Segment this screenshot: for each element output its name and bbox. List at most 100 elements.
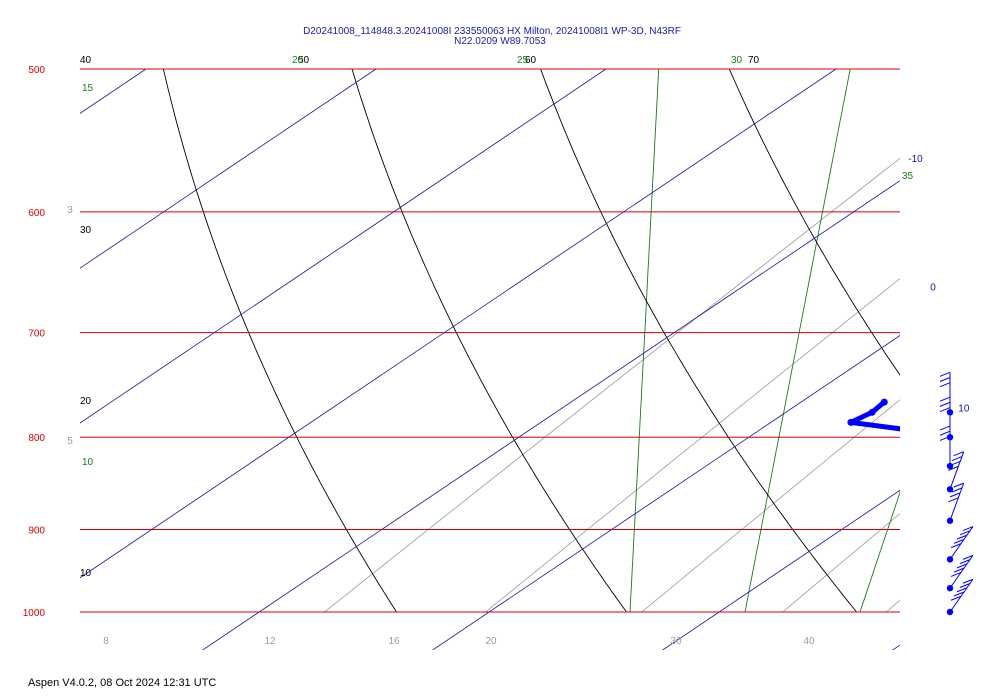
moist-adiabat-10 bbox=[629, 69, 660, 613]
footer-version: Aspen V4.0.2, 08 Oct 2024 12:31 UTC bbox=[28, 677, 217, 689]
moist-adiabat-15 bbox=[744, 69, 851, 613]
wind-barb-flag-2-0 bbox=[939, 425, 951, 431]
mixing-ratio-label-1: 5 bbox=[67, 436, 73, 447]
wind-barb-flag-3-1 bbox=[951, 456, 963, 462]
wind-barb-flag-7-2 bbox=[956, 587, 968, 593]
mixing-ratio-label-2: 8 bbox=[103, 636, 109, 647]
wind-barb-flag-2-1 bbox=[939, 430, 951, 436]
mixing-ratio-label-4: 16 bbox=[388, 636, 400, 647]
isotherm-10 bbox=[661, 489, 900, 650]
wind-barb-flag-7-1 bbox=[959, 583, 971, 588]
wind-barb-flag-5-0 bbox=[962, 526, 974, 532]
dry-adiabat-label-6: 10 bbox=[80, 568, 92, 579]
wind-barb-flag-3-3 bbox=[948, 465, 959, 471]
isotherms bbox=[80, 69, 900, 650]
moist-adiabat-20 bbox=[859, 491, 900, 613]
isotherm--40 bbox=[80, 69, 377, 269]
wind-barb-flag-5-4 bbox=[950, 543, 962, 549]
isotherm--20 bbox=[80, 69, 837, 579]
isobar-label-800: 800 bbox=[28, 433, 45, 444]
wind-barb-flag-4-2 bbox=[949, 492, 961, 498]
moist-adiabat-label-2: 25 bbox=[517, 55, 529, 66]
wind-barb-shaft-5 bbox=[949, 526, 974, 560]
wind-barb-flag-6-3 bbox=[953, 567, 965, 573]
wind-barb-dot-3 bbox=[946, 486, 954, 493]
dewpoint-profile-point-3 bbox=[923, 429, 930, 436]
mixing-ratio-label-7: 40 bbox=[803, 636, 815, 647]
moist-adiabats bbox=[629, 69, 1000, 613]
wind-barb-flag-4-1 bbox=[951, 487, 963, 493]
isobars: 500 600 700 800 900 1000 -10 0 10 20 30 40 50 60 70 30 2… bbox=[23, 55, 970, 647]
chart-title-line2: N22.0209 W89.7053 bbox=[454, 36, 546, 47]
isotherm-0 bbox=[431, 335, 900, 650]
dewpoint-profile-point-0 bbox=[880, 398, 888, 406]
isobar-label-900: 900 bbox=[28, 525, 45, 536]
wind-barb-flag-7-3 bbox=[953, 591, 965, 597]
dewpoint-profile-point-11 bbox=[986, 519, 993, 526]
isotherm-label-0: -10 bbox=[908, 154, 923, 165]
mixing-ratio-label-3: 12 bbox=[264, 636, 276, 647]
dry-adiabats bbox=[162, 69, 1000, 613]
dry-adiabat-293 bbox=[540, 69, 857, 613]
mixing-ratio-12 bbox=[782, 513, 900, 613]
wind-barb-flag-7-4 bbox=[950, 595, 962, 601]
wind-barb-flag-1-0 bbox=[939, 396, 951, 402]
dewpoint-profile-line bbox=[848, 399, 900, 432]
mixing-ratio-3 bbox=[324, 157, 900, 613]
isotherm--30 bbox=[80, 69, 607, 424]
isotherm-label-2: 10 bbox=[958, 403, 970, 414]
mixing-ratio-5 bbox=[485, 278, 900, 613]
isotherm--50 bbox=[80, 69, 147, 114]
isotherm-20 bbox=[891, 644, 900, 650]
isotherm--10 bbox=[201, 180, 900, 650]
wind-barb-shaft-7 bbox=[949, 578, 974, 613]
isobar-label-500: 500 bbox=[28, 65, 45, 76]
wind-barb-flag-1-2 bbox=[939, 407, 951, 413]
sounding-profiles bbox=[847, 398, 1000, 584]
wind-barb-flag-5-2 bbox=[956, 534, 968, 540]
wind-barb-shaft-4 bbox=[949, 482, 965, 521]
moist-adiabat-label-4: 35 bbox=[902, 171, 914, 182]
wind-barb-flag-2-2 bbox=[939, 435, 951, 441]
isobar-label-700: 700 bbox=[28, 329, 45, 340]
mixing-ratio-label-6: 30 bbox=[670, 636, 682, 647]
dewpoint-profile-point-1 bbox=[868, 408, 876, 416]
wind-barb-dot-6 bbox=[946, 584, 954, 592]
dry-adiabat-label-4: 30 bbox=[80, 225, 92, 236]
chart-title-line1: D20241008_114848.3.20241008I 233550063 H… bbox=[303, 26, 681, 37]
wind-barb-dot-4 bbox=[946, 517, 954, 524]
wind-barb-flag-5-3 bbox=[953, 538, 965, 544]
dry-adiabat-label-0: 40 bbox=[80, 55, 92, 66]
wind-barb-flag-6-2 bbox=[956, 563, 968, 569]
dry-adiabat-273 bbox=[162, 69, 397, 613]
wind-barb-flag-6-0 bbox=[962, 554, 974, 560]
dry-adiabat-label-5: 20 bbox=[80, 396, 92, 407]
wind-barb-shaft-6 bbox=[949, 555, 974, 589]
dewpoint-profile-point-9 bbox=[932, 501, 939, 508]
moist-adiabat-label-1: 20 bbox=[292, 55, 304, 66]
wind-barb-flag-4-0 bbox=[953, 482, 964, 488]
wind-barb-shaft-3 bbox=[949, 451, 965, 490]
wind-barb-flag-0-2 bbox=[939, 382, 951, 388]
dry-adiabat-303 bbox=[728, 69, 900, 376]
mixing-ratio-20 bbox=[969, 69, 1000, 612]
wind-barb-flag-0-1 bbox=[939, 377, 951, 382]
moist-adiabat-25 bbox=[975, 69, 1000, 612]
dry-adiabat-313 bbox=[918, 69, 1000, 612]
dewpoint-profile-point-14 bbox=[992, 564, 999, 571]
wind-barb-dot-5 bbox=[946, 556, 954, 563]
dry-adiabat-283 bbox=[351, 69, 627, 613]
dewpoint-profile-point-12 bbox=[985, 535, 992, 542]
wind-barb-flag-1-1 bbox=[939, 401, 951, 407]
dry-adiabat-label-1: 50 bbox=[298, 55, 310, 66]
wind-barb-flag-0-0 bbox=[939, 371, 951, 377]
mixing-ratio-16 bbox=[886, 599, 900, 613]
wind-barb-flag-3-2 bbox=[949, 461, 961, 466]
moist-adiabat-label-3: 30 bbox=[731, 55, 743, 66]
wind-barb-flag-6-1 bbox=[959, 559, 971, 565]
dewpoint-profile-point-15 bbox=[997, 577, 1000, 584]
moist-adiabat-label-0: 15 bbox=[82, 83, 94, 94]
wind-barb-flag-7-0 bbox=[962, 578, 974, 584]
dry-adiabat-label-2: 60 bbox=[525, 55, 537, 66]
wind-barb-flag-5-1 bbox=[959, 530, 971, 536]
